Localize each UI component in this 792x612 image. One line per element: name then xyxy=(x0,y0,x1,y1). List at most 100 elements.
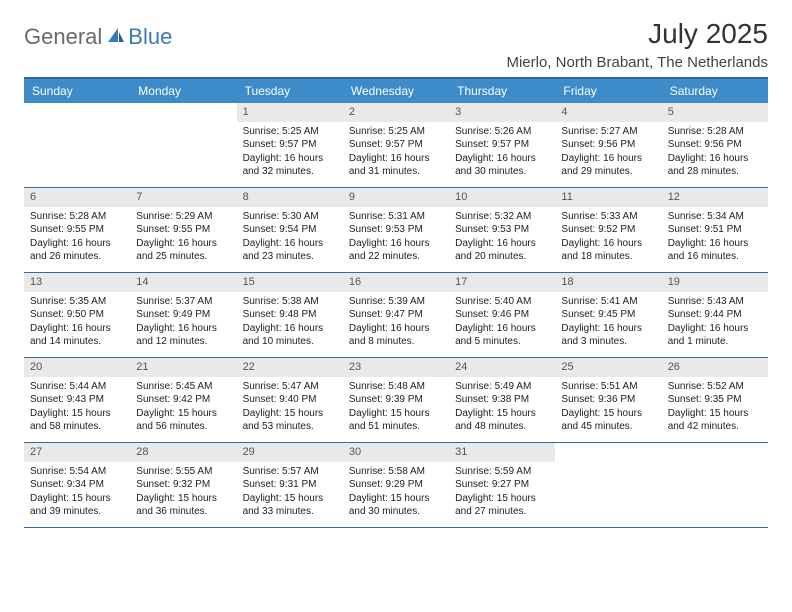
day-number: 29 xyxy=(237,443,343,462)
day-number: 31 xyxy=(449,443,555,462)
day-cell: 13Sunrise: 5:35 AMSunset: 9:50 PMDayligh… xyxy=(24,273,130,357)
day-number: 10 xyxy=(449,188,555,207)
day-cell: 10Sunrise: 5:32 AMSunset: 9:53 PMDayligh… xyxy=(449,188,555,272)
day-number: 8 xyxy=(237,188,343,207)
day-cell: 14Sunrise: 5:37 AMSunset: 9:49 PMDayligh… xyxy=(130,273,236,357)
day-cell: 4Sunrise: 5:27 AMSunset: 9:56 PMDaylight… xyxy=(555,103,661,187)
day-number: 4 xyxy=(555,103,661,122)
day-cell: 1Sunrise: 5:25 AMSunset: 9:57 PMDaylight… xyxy=(237,103,343,187)
day-content: Sunrise: 5:45 AMSunset: 9:42 PMDaylight:… xyxy=(130,377,236,440)
week-row: 20Sunrise: 5:44 AMSunset: 9:43 PMDayligh… xyxy=(24,358,768,443)
day-content: Sunrise: 5:51 AMSunset: 9:36 PMDaylight:… xyxy=(555,377,661,440)
logo-sail-icon xyxy=(106,26,126,49)
day-header-row: SundayMondayTuesdayWednesdayThursdayFrid… xyxy=(24,79,768,103)
day-content: Sunrise: 5:27 AMSunset: 9:56 PMDaylight:… xyxy=(555,122,661,185)
day-number: 24 xyxy=(449,358,555,377)
day-content: Sunrise: 5:33 AMSunset: 9:52 PMDaylight:… xyxy=(555,207,661,270)
logo: General Blue xyxy=(24,24,172,50)
day-cell: 25Sunrise: 5:51 AMSunset: 9:36 PMDayligh… xyxy=(555,358,661,442)
header: General Blue July 2025 Mierlo, North Bra… xyxy=(24,18,768,71)
day-content: Sunrise: 5:25 AMSunset: 9:57 PMDaylight:… xyxy=(237,122,343,185)
day-content: Sunrise: 5:40 AMSunset: 9:46 PMDaylight:… xyxy=(449,292,555,355)
day-content: Sunrise: 5:35 AMSunset: 9:50 PMDaylight:… xyxy=(24,292,130,355)
day-cell: 26Sunrise: 5:52 AMSunset: 9:35 PMDayligh… xyxy=(662,358,768,442)
day-content: Sunrise: 5:44 AMSunset: 9:43 PMDaylight:… xyxy=(24,377,130,440)
day-cell: . xyxy=(555,443,661,527)
day-cell: . xyxy=(130,103,236,187)
day-content: Sunrise: 5:28 AMSunset: 9:56 PMDaylight:… xyxy=(662,122,768,185)
day-content: Sunrise: 5:58 AMSunset: 9:29 PMDaylight:… xyxy=(343,462,449,525)
day-cell: 16Sunrise: 5:39 AMSunset: 9:47 PMDayligh… xyxy=(343,273,449,357)
day-content: Sunrise: 5:59 AMSunset: 9:27 PMDaylight:… xyxy=(449,462,555,525)
day-cell: 29Sunrise: 5:57 AMSunset: 9:31 PMDayligh… xyxy=(237,443,343,527)
day-content: Sunrise: 5:26 AMSunset: 9:57 PMDaylight:… xyxy=(449,122,555,185)
day-content: Sunrise: 5:29 AMSunset: 9:55 PMDaylight:… xyxy=(130,207,236,270)
week-row: 27Sunrise: 5:54 AMSunset: 9:34 PMDayligh… xyxy=(24,443,768,528)
day-header: Wednesday xyxy=(343,79,449,103)
day-cell: 23Sunrise: 5:48 AMSunset: 9:39 PMDayligh… xyxy=(343,358,449,442)
day-number: 18 xyxy=(555,273,661,292)
day-content: Sunrise: 5:54 AMSunset: 9:34 PMDaylight:… xyxy=(24,462,130,525)
day-content: Sunrise: 5:52 AMSunset: 9:35 PMDaylight:… xyxy=(662,377,768,440)
day-header: Friday xyxy=(555,79,661,103)
day-content: Sunrise: 5:37 AMSunset: 9:49 PMDaylight:… xyxy=(130,292,236,355)
day-number: 2 xyxy=(343,103,449,122)
day-number: 20 xyxy=(24,358,130,377)
day-cell: 7Sunrise: 5:29 AMSunset: 9:55 PMDaylight… xyxy=(130,188,236,272)
day-cell: 12Sunrise: 5:34 AMSunset: 9:51 PMDayligh… xyxy=(662,188,768,272)
week-row: 6Sunrise: 5:28 AMSunset: 9:55 PMDaylight… xyxy=(24,188,768,273)
day-cell: 24Sunrise: 5:49 AMSunset: 9:38 PMDayligh… xyxy=(449,358,555,442)
day-number: 22 xyxy=(237,358,343,377)
day-number: 7 xyxy=(130,188,236,207)
day-number: 26 xyxy=(662,358,768,377)
day-number: 15 xyxy=(237,273,343,292)
day-content: Sunrise: 5:38 AMSunset: 9:48 PMDaylight:… xyxy=(237,292,343,355)
day-number: 16 xyxy=(343,273,449,292)
day-content: Sunrise: 5:41 AMSunset: 9:45 PMDaylight:… xyxy=(555,292,661,355)
logo-text-blue: Blue xyxy=(128,24,172,50)
day-number: 23 xyxy=(343,358,449,377)
calendar-page: General Blue July 2025 Mierlo, North Bra… xyxy=(0,0,792,546)
day-number: 5 xyxy=(662,103,768,122)
location: Mierlo, North Brabant, The Netherlands xyxy=(506,54,768,71)
day-cell: 30Sunrise: 5:58 AMSunset: 9:29 PMDayligh… xyxy=(343,443,449,527)
day-cell: 28Sunrise: 5:55 AMSunset: 9:32 PMDayligh… xyxy=(130,443,236,527)
day-content: Sunrise: 5:43 AMSunset: 9:44 PMDaylight:… xyxy=(662,292,768,355)
day-number: 17 xyxy=(449,273,555,292)
day-number: 19 xyxy=(662,273,768,292)
day-cell: 17Sunrise: 5:40 AMSunset: 9:46 PMDayligh… xyxy=(449,273,555,357)
day-cell: 19Sunrise: 5:43 AMSunset: 9:44 PMDayligh… xyxy=(662,273,768,357)
day-number: 30 xyxy=(343,443,449,462)
day-cell: 20Sunrise: 5:44 AMSunset: 9:43 PMDayligh… xyxy=(24,358,130,442)
day-header: Thursday xyxy=(449,79,555,103)
day-cell: 8Sunrise: 5:30 AMSunset: 9:54 PMDaylight… xyxy=(237,188,343,272)
day-cell: 2Sunrise: 5:25 AMSunset: 9:57 PMDaylight… xyxy=(343,103,449,187)
day-cell: 11Sunrise: 5:33 AMSunset: 9:52 PMDayligh… xyxy=(555,188,661,272)
calendar: SundayMondayTuesdayWednesdayThursdayFrid… xyxy=(24,77,768,528)
day-number: 28 xyxy=(130,443,236,462)
day-cell: 31Sunrise: 5:59 AMSunset: 9:27 PMDayligh… xyxy=(449,443,555,527)
day-content: Sunrise: 5:28 AMSunset: 9:55 PMDaylight:… xyxy=(24,207,130,270)
day-cell: 9Sunrise: 5:31 AMSunset: 9:53 PMDaylight… xyxy=(343,188,449,272)
day-content: Sunrise: 5:30 AMSunset: 9:54 PMDaylight:… xyxy=(237,207,343,270)
day-content: Sunrise: 5:48 AMSunset: 9:39 PMDaylight:… xyxy=(343,377,449,440)
day-cell: 21Sunrise: 5:45 AMSunset: 9:42 PMDayligh… xyxy=(130,358,236,442)
day-number: 12 xyxy=(662,188,768,207)
day-content: Sunrise: 5:55 AMSunset: 9:32 PMDaylight:… xyxy=(130,462,236,525)
month-title: July 2025 xyxy=(506,18,768,50)
day-cell: 15Sunrise: 5:38 AMSunset: 9:48 PMDayligh… xyxy=(237,273,343,357)
day-cell: . xyxy=(662,443,768,527)
week-row: ..1Sunrise: 5:25 AMSunset: 9:57 PMDaylig… xyxy=(24,103,768,188)
day-cell: 6Sunrise: 5:28 AMSunset: 9:55 PMDaylight… xyxy=(24,188,130,272)
title-block: July 2025 Mierlo, North Brabant, The Net… xyxy=(506,18,768,71)
day-cell: 27Sunrise: 5:54 AMSunset: 9:34 PMDayligh… xyxy=(24,443,130,527)
week-row: 13Sunrise: 5:35 AMSunset: 9:50 PMDayligh… xyxy=(24,273,768,358)
day-content: Sunrise: 5:57 AMSunset: 9:31 PMDaylight:… xyxy=(237,462,343,525)
day-header: Tuesday xyxy=(237,79,343,103)
weeks-container: ..1Sunrise: 5:25 AMSunset: 9:57 PMDaylig… xyxy=(24,103,768,528)
day-number: 27 xyxy=(24,443,130,462)
day-cell: 3Sunrise: 5:26 AMSunset: 9:57 PMDaylight… xyxy=(449,103,555,187)
day-cell: 22Sunrise: 5:47 AMSunset: 9:40 PMDayligh… xyxy=(237,358,343,442)
day-number: 1 xyxy=(237,103,343,122)
day-content: Sunrise: 5:32 AMSunset: 9:53 PMDaylight:… xyxy=(449,207,555,270)
